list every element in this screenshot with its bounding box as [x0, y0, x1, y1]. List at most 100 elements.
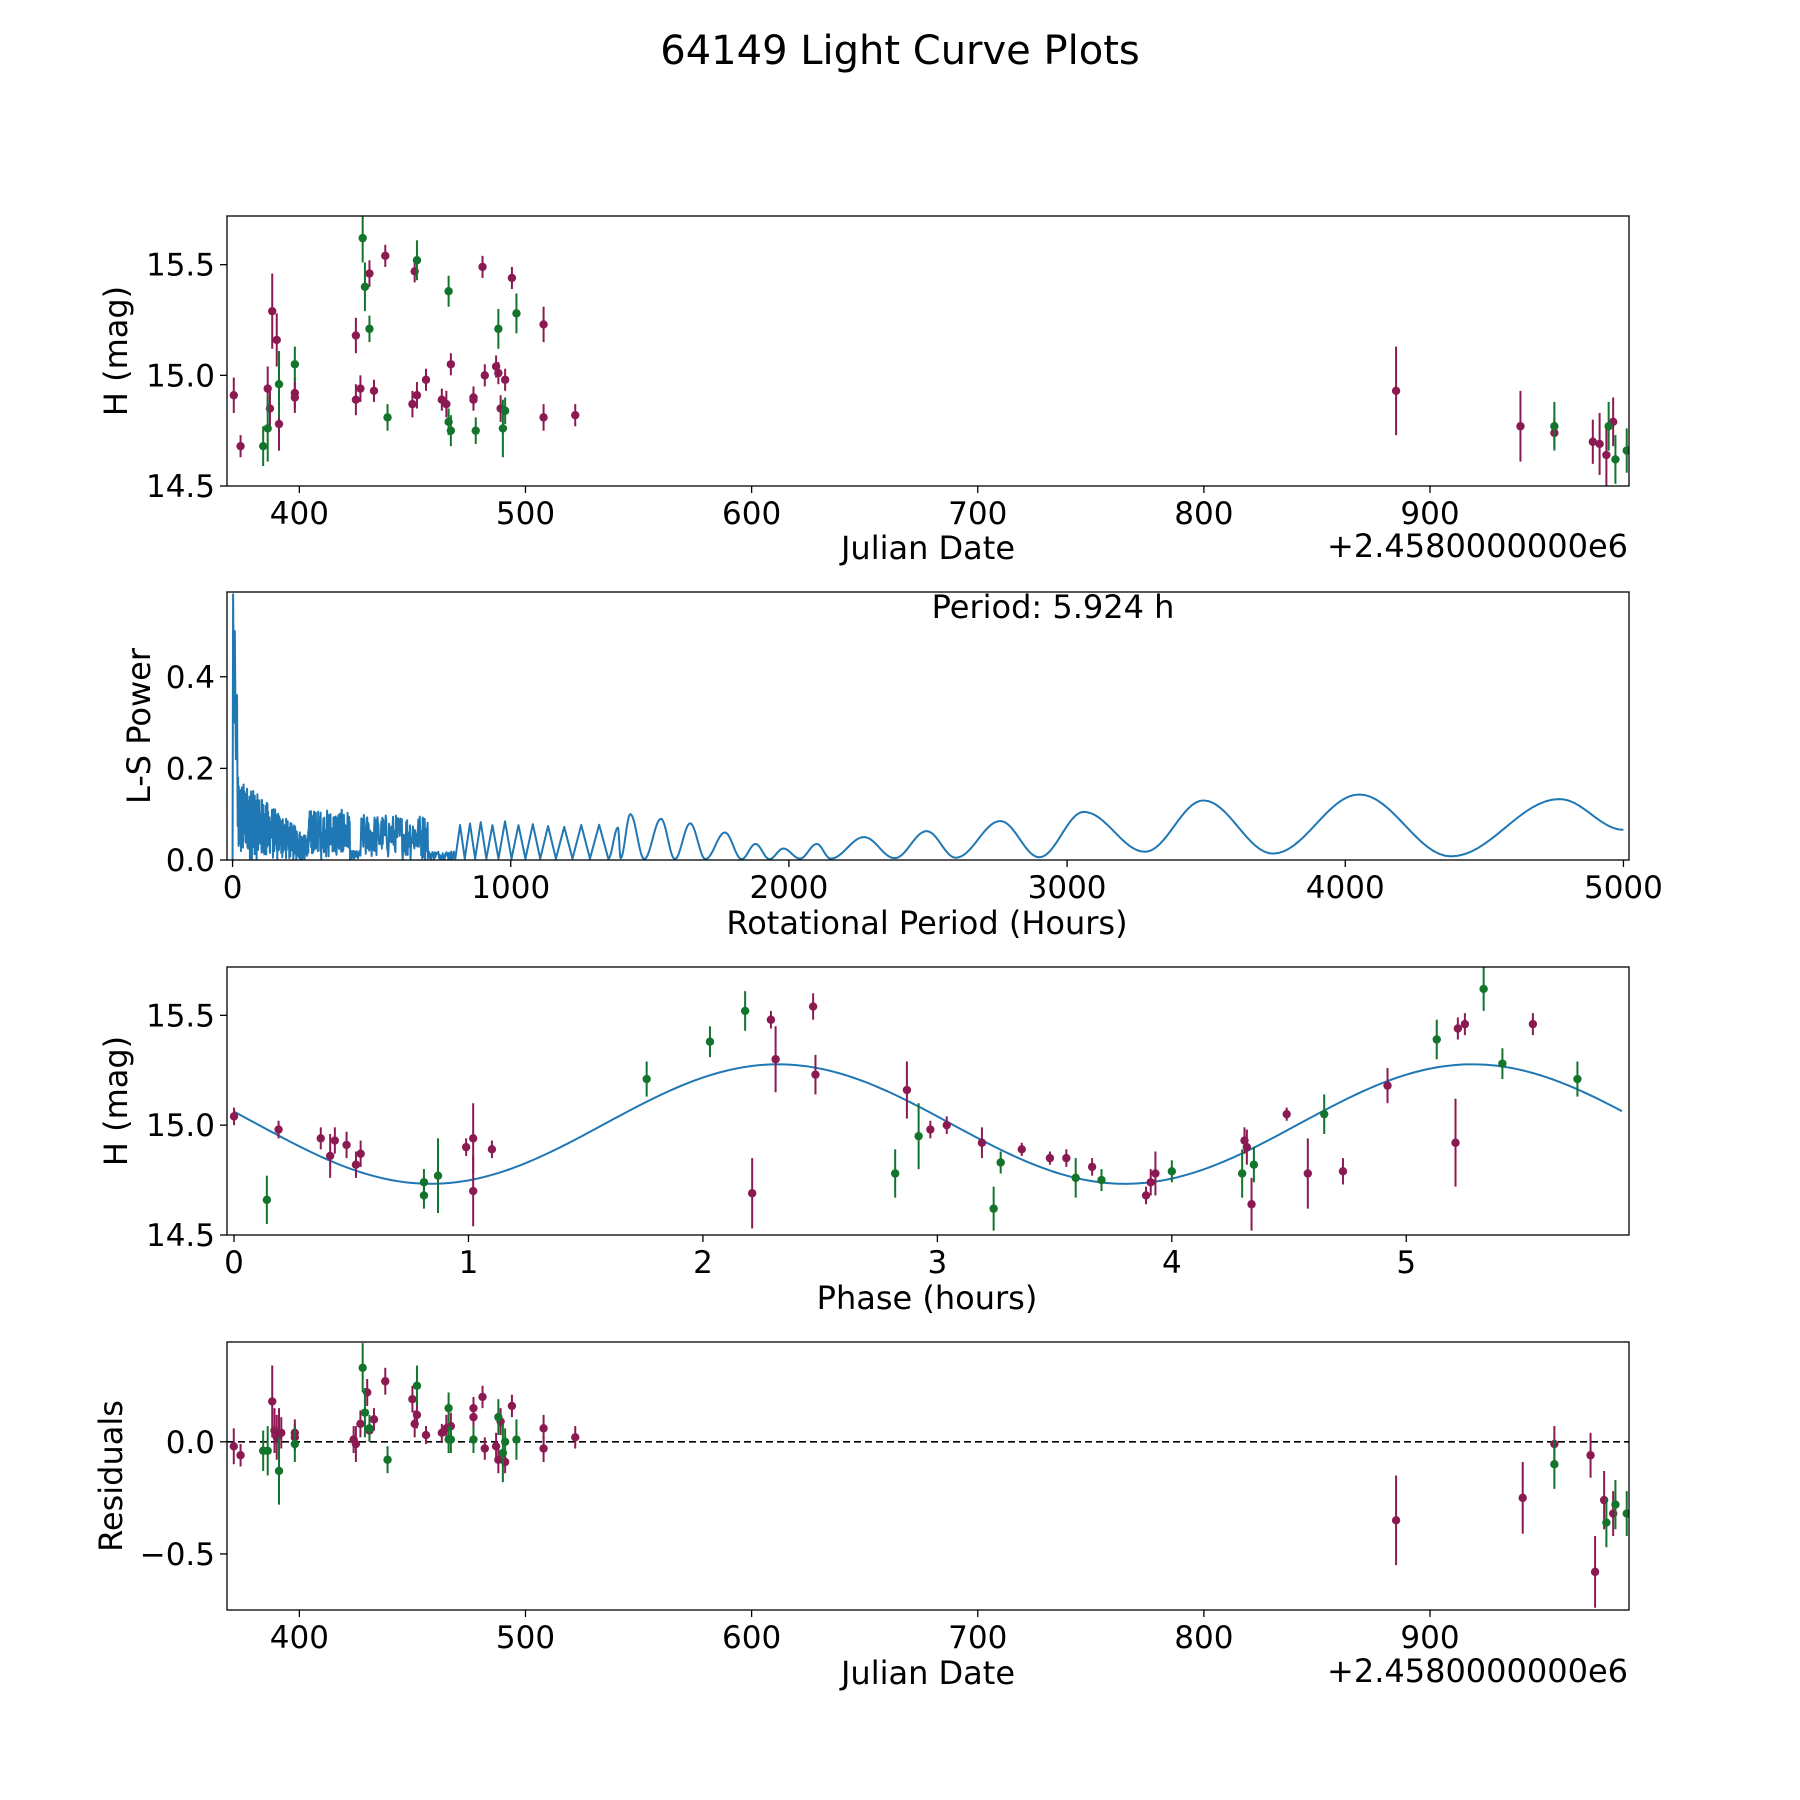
data-point: [1071, 1173, 1080, 1183]
x-tick-label: 5: [1396, 1245, 1416, 1281]
data-point: [262, 1195, 272, 1205]
data-point: [494, 324, 503, 334]
x-tick-label: 800: [1174, 1620, 1233, 1656]
data-point: [1528, 1019, 1538, 1029]
data-point: [446, 426, 456, 435]
data-point: [740, 1006, 750, 1016]
phase-fold-frame: [226, 966, 1630, 1236]
phase-fold-xlabel: Phase (hours): [817, 1279, 1038, 1317]
data-point: [408, 399, 417, 409]
periodogram-plot-area: [231, 593, 1624, 860]
data-point: [469, 1412, 478, 1422]
data-point: [494, 368, 503, 378]
data-point: [1237, 1169, 1247, 1178]
data-point: [1249, 1160, 1259, 1169]
data-point: [1391, 386, 1401, 396]
data-point: [1017, 1145, 1026, 1154]
data-point: [1550, 1460, 1559, 1469]
data-point: [274, 1125, 283, 1134]
data-point: [478, 262, 487, 272]
data-point: [272, 335, 281, 345]
data-point: [1622, 1509, 1629, 1518]
data-point: [1303, 1169, 1313, 1178]
data-point: [358, 233, 367, 243]
data-point: [942, 1120, 951, 1130]
x-tick-label: 4: [1162, 1245, 1182, 1281]
data-point: [1498, 1059, 1507, 1068]
data-point: [274, 379, 284, 389]
y-tick-label: 0.0: [166, 843, 215, 879]
data-point: [1595, 439, 1604, 449]
data-point: [1391, 1516, 1401, 1525]
data-point: [290, 360, 300, 369]
data-point: [446, 360, 456, 369]
data-point: [1097, 1175, 1106, 1185]
data-point: [1516, 422, 1525, 431]
data-point: [229, 1112, 239, 1121]
data-point: [365, 1424, 374, 1433]
y-tick-label: 0.2: [166, 751, 215, 787]
data-point: [571, 410, 580, 420]
data-point: [442, 399, 451, 409]
y-tick-label: 15.0: [146, 1108, 215, 1144]
x-tick-label: 600: [722, 496, 781, 532]
residuals-ticks: 400 500 600 700 800 900 −0.5 0.0: [140, 1425, 1460, 1656]
data-point: [461, 1142, 471, 1152]
data-point: [356, 384, 365, 393]
phase-fold-ylabel: H (mag): [97, 1036, 135, 1166]
data-point: [290, 1439, 300, 1449]
panel-periodogram: 0 1000 2000 3000 4000 5000 0.0 0.2 0.4 Period: 5…: [120, 588, 1663, 942]
light-curve-ticks: 400 500 600 700 800 900 14.5 15.0 15.5: [146, 248, 1460, 532]
data-point: [468, 1134, 478, 1143]
data-point: [1062, 1153, 1071, 1163]
data-point: [351, 395, 361, 404]
data-point: [1453, 1024, 1463, 1033]
light-curve-ylabel: H (mag): [97, 286, 135, 416]
data-point: [412, 1381, 422, 1390]
data-point: [277, 1428, 286, 1438]
data-point: [1479, 984, 1488, 994]
light-curve-frame: [226, 215, 1630, 487]
data-point: [1622, 446, 1629, 455]
data-point: [500, 1437, 510, 1446]
data-point: [808, 1002, 818, 1011]
x-tick-label: 600: [722, 1620, 781, 1656]
data-point: [642, 1074, 651, 1084]
data-point: [914, 1131, 923, 1141]
light-curve-plot-area: [229, 216, 1629, 486]
x-tick-label: 400: [270, 496, 329, 532]
data-point: [365, 269, 374, 278]
data-point: [705, 1037, 715, 1046]
y-tick-label: 15.5: [146, 248, 215, 284]
period-annotation: Period: 5.924 h: [932, 588, 1175, 626]
data-point: [1460, 1019, 1470, 1029]
data-point: [469, 1435, 478, 1444]
data-point: [369, 386, 379, 396]
data-point: [1146, 1178, 1155, 1187]
residuals-x-offset: +2.4580000000e6: [1327, 1652, 1628, 1690]
data-point: [1588, 437, 1598, 446]
data-point: [500, 406, 510, 415]
periodogram-ylabel: L-S Power: [120, 647, 158, 804]
data-point: [383, 413, 392, 422]
data-point: [1087, 1162, 1097, 1172]
data-point: [977, 1138, 987, 1147]
x-tick-label: 2: [693, 1245, 713, 1281]
data-point: [419, 1191, 429, 1200]
data-point: [480, 1444, 489, 1453]
data-point: [290, 393, 300, 402]
data-point: [1282, 1109, 1291, 1119]
data-point: [446, 1435, 456, 1444]
data-point: [229, 1442, 238, 1451]
periodogram-frame: [226, 591, 1630, 861]
data-point: [408, 1394, 417, 1404]
data-point: [1045, 1153, 1055, 1163]
data-point: [1338, 1167, 1348, 1176]
data-point: [480, 371, 489, 380]
periodogram-xlabel: Rotational Period (Hours): [726, 904, 1127, 942]
residuals-frame: [226, 1341, 1630, 1611]
x-tick-label: 400: [270, 1620, 329, 1656]
data-point: [1167, 1167, 1177, 1176]
data-point: [1604, 422, 1613, 431]
